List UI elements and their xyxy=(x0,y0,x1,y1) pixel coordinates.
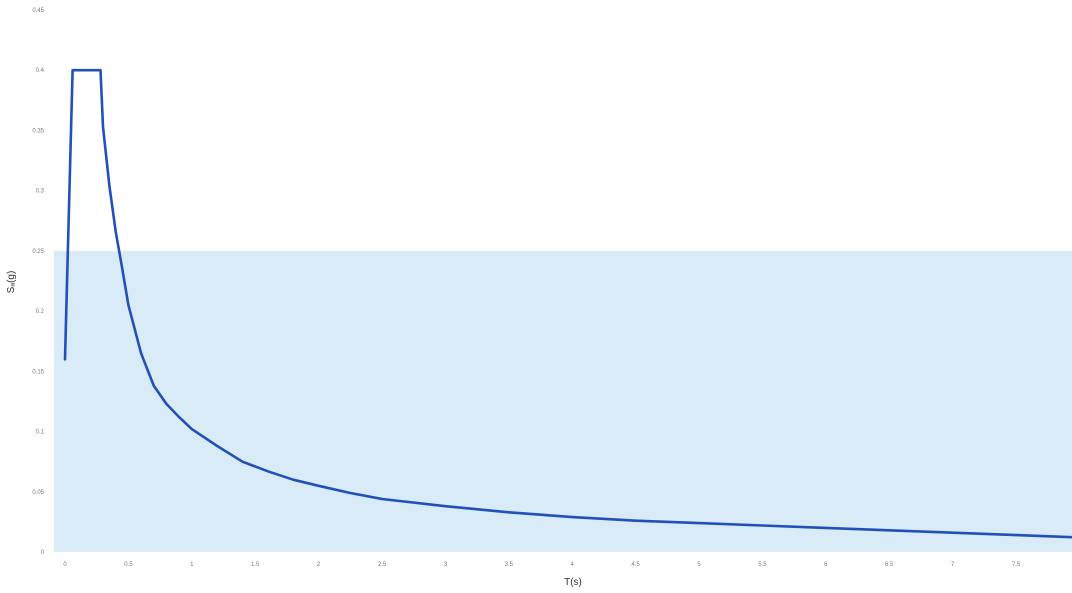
y-tick-label: 0.25 xyxy=(32,249,44,255)
band-layer xyxy=(54,250,1072,552)
x-tick-label: 1 xyxy=(190,562,194,568)
x-axis-title: T(s) xyxy=(564,577,582,588)
y-axis-ticks: 0 0.05 0.1 0.15 0.2 0.25 0.3 0.35 0.4 0.45 xyxy=(32,8,44,556)
y-tick-label: 0 xyxy=(41,550,45,556)
x-tick-label: 5 xyxy=(697,562,701,568)
x-tick-label: 2.5 xyxy=(378,562,387,568)
x-axis-ticks: 0 0.5 1 1.5 2 2.5 3 3.5 4 4.5 5 5.5 6 6.5 7 7.5 xyxy=(63,562,1021,568)
x-tick-label: 5.5 xyxy=(758,562,767,568)
x-tick-label: 4 xyxy=(571,562,575,568)
x-tick-label: 0.5 xyxy=(124,562,133,568)
y-tick-label: 0.3 xyxy=(36,189,45,195)
x-tick-label: 3 xyxy=(444,562,448,568)
x-tick-label: 6 xyxy=(824,562,828,568)
y-tick-label: 0.2 xyxy=(36,309,45,315)
y-axis-title: Sₐ(g) xyxy=(6,271,17,294)
x-tick-label: 3.5 xyxy=(505,562,514,568)
y-tick-label: 0.1 xyxy=(36,430,45,436)
x-tick-label: 0 xyxy=(63,562,67,568)
y-tick-label: 0.4 xyxy=(36,68,45,74)
x-tick-label: 6.5 xyxy=(885,562,894,568)
x-tick-label: 2 xyxy=(317,562,321,568)
line-layer xyxy=(63,68,1072,539)
y-tick-label: 0.45 xyxy=(32,8,44,14)
shaded-band xyxy=(54,250,1072,552)
series-line xyxy=(63,68,1072,539)
y-tick-label: 0.15 xyxy=(32,369,44,375)
y-tick-label: 0.35 xyxy=(32,128,44,134)
x-tick-label: 4.5 xyxy=(631,562,640,568)
y-tick-label: 0.05 xyxy=(32,490,44,496)
x-tick-label: 7.5 xyxy=(1012,562,1021,568)
x-tick-label: 1.5 xyxy=(251,562,260,568)
x-tick-label: 7 xyxy=(951,562,955,568)
